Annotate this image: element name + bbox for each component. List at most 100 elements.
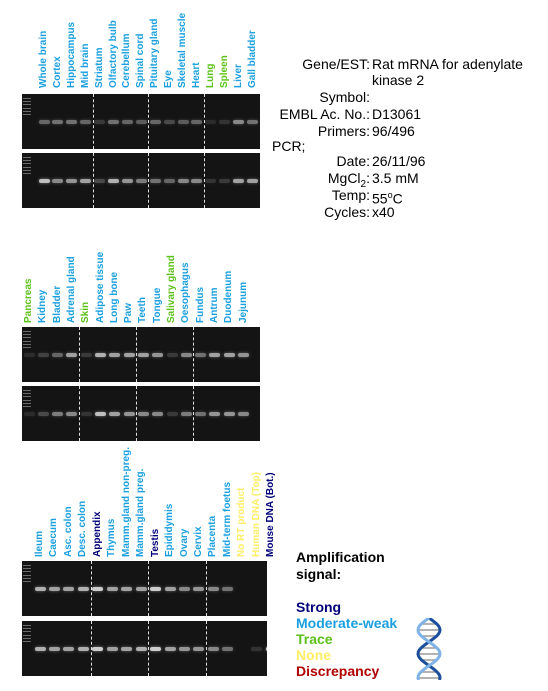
pcr-band xyxy=(247,178,258,183)
tissue-label: Fundus xyxy=(194,286,206,323)
tissue-label: Mouse DNA (Bot.) xyxy=(265,472,277,557)
temp-superscript: o xyxy=(387,190,393,200)
ladder-band xyxy=(23,571,31,573)
lane-divider xyxy=(193,386,195,441)
ladder-band xyxy=(23,568,31,570)
tissue-label: Hippocampus xyxy=(65,21,77,88)
pcr-band xyxy=(149,119,161,124)
tissue-label: Placenta xyxy=(207,515,219,557)
pcr-band xyxy=(135,646,147,651)
tissue-label: Bladder xyxy=(51,285,63,323)
ladder-band xyxy=(23,631,31,633)
embl-value: D13061 xyxy=(372,106,422,122)
tissue-label: Kidney xyxy=(37,289,49,323)
ladder-band xyxy=(23,625,31,626)
pcr-band xyxy=(238,411,249,416)
pcr-band xyxy=(149,178,161,183)
pcr-band xyxy=(135,119,147,124)
pcr-band xyxy=(207,646,219,651)
lane-divider xyxy=(206,561,208,616)
ladder-band xyxy=(23,634,31,636)
primers-value: 96/496 xyxy=(372,123,415,139)
pcr-band xyxy=(135,586,147,591)
pcr-band xyxy=(38,178,50,183)
gene-est-value-line2: kinase 2 xyxy=(372,72,425,88)
pcr-band xyxy=(233,119,245,124)
pcr-band xyxy=(63,646,75,651)
mgcl2-subscript: 2 xyxy=(360,178,367,190)
pcr-band xyxy=(177,178,189,183)
pcr-band xyxy=(34,586,46,591)
tissue-label: Spinal cord xyxy=(135,33,147,88)
pcr-band xyxy=(209,352,221,357)
pcr-band xyxy=(137,411,149,416)
tissue-label: Cortex xyxy=(51,56,63,88)
ladder-band xyxy=(23,637,31,639)
date-value: 26/11/96 xyxy=(372,153,426,169)
tissue-label: Adrenal gland xyxy=(65,256,77,323)
lane-divider xyxy=(203,153,205,208)
pcr-band xyxy=(38,119,50,124)
pcr-band xyxy=(193,586,205,591)
pcr-band xyxy=(66,352,78,357)
ladder-band xyxy=(23,98,31,99)
pcr-band xyxy=(80,178,92,183)
mgcl2-value: 3.5 mM xyxy=(372,170,419,186)
gel-image xyxy=(22,621,267,676)
cycles-value: x40 xyxy=(372,204,395,220)
ladder-band xyxy=(23,160,31,162)
tissue-label: Spleen xyxy=(218,55,230,88)
pcr-band xyxy=(205,178,217,183)
ladder-band xyxy=(23,396,31,398)
cycles-label: Cycles: xyxy=(324,204,370,220)
pcr-band xyxy=(219,119,231,124)
pcr-band xyxy=(34,646,46,651)
pcr-band xyxy=(121,646,133,651)
pcr-band xyxy=(180,352,192,357)
pcr-band xyxy=(77,646,89,651)
ladder-band xyxy=(23,581,31,582)
pcr-band xyxy=(193,646,205,651)
tissue-label: Mid-term foetus xyxy=(221,482,233,557)
pcr-band xyxy=(191,119,203,124)
pcr-band xyxy=(52,352,64,357)
pcr-band xyxy=(92,646,104,651)
tissue-label: Lung xyxy=(204,63,216,88)
ladder-band xyxy=(23,114,31,115)
ladder-band xyxy=(23,173,31,174)
tissue-label: Desc. colon xyxy=(77,500,89,557)
pcr-band xyxy=(121,178,133,183)
pcr-band xyxy=(179,646,190,651)
pcr-band xyxy=(205,119,217,124)
pcr-band xyxy=(121,586,133,591)
tissue-label: Skin xyxy=(80,301,92,323)
pcr-band xyxy=(233,178,245,183)
gene-est-value-line1: Rat mRNA for adenylate xyxy=(372,56,523,72)
lane-divider xyxy=(148,621,150,676)
tissue-label: Whole brain xyxy=(38,30,49,88)
pcr-band xyxy=(48,646,60,651)
pcr-band xyxy=(106,586,118,591)
ladder-band xyxy=(23,577,31,579)
pcr-band xyxy=(180,411,192,416)
tissue-label: Gall bladder xyxy=(246,30,258,88)
pcr-band xyxy=(106,646,118,651)
pcr-band xyxy=(108,119,119,124)
pcr-band xyxy=(123,352,135,357)
ladder-band xyxy=(23,337,31,339)
pcr-band xyxy=(150,646,162,651)
lane-divider xyxy=(90,621,92,676)
pcr-band xyxy=(94,178,106,183)
gel-image xyxy=(22,386,260,441)
legend-item: Trace xyxy=(296,631,333,647)
ladder-band xyxy=(23,107,31,109)
pcr-band xyxy=(37,411,49,416)
pcr-band xyxy=(166,352,178,357)
lane-divider xyxy=(148,153,150,208)
ladder-band xyxy=(23,628,31,630)
tissue-label: Pancreas xyxy=(23,278,34,323)
pcr-band xyxy=(152,411,164,416)
tissue-label: Caecum xyxy=(48,518,60,557)
tissue-label: Eye xyxy=(163,70,175,88)
pcr-band xyxy=(94,119,106,124)
